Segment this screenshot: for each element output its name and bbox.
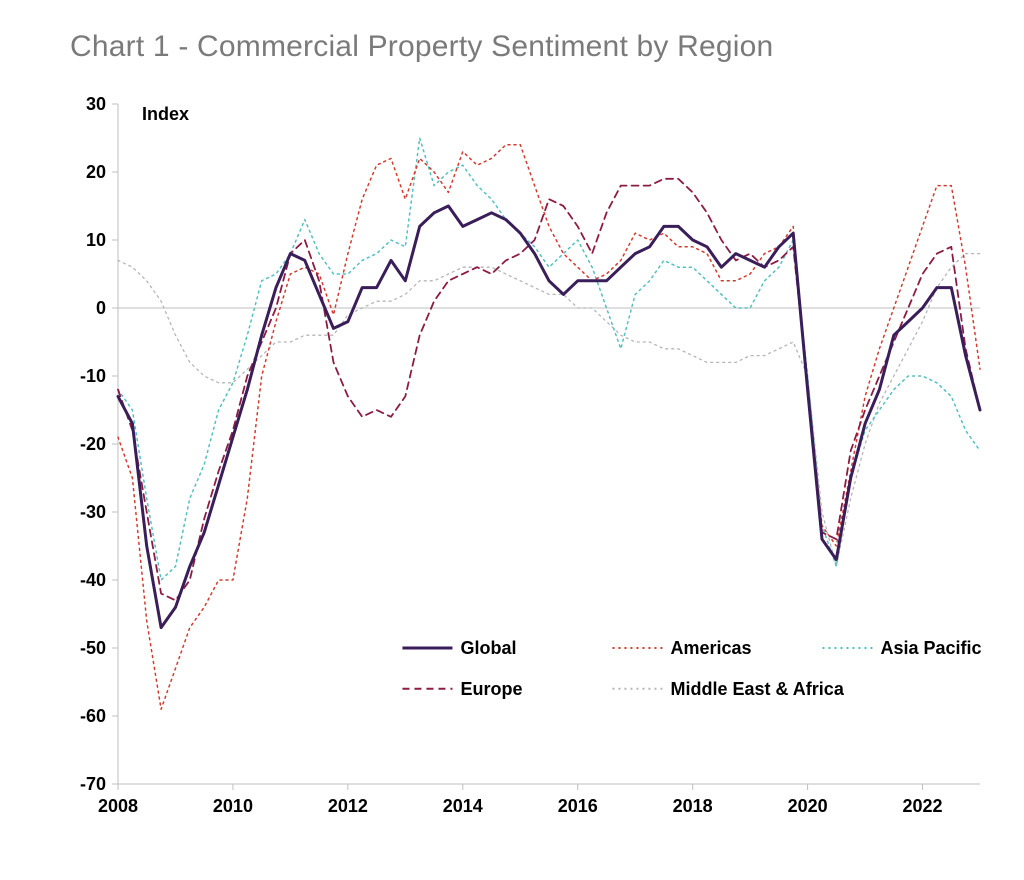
x-tick-label: 2010 xyxy=(213,796,253,816)
index-label: Index xyxy=(142,104,189,124)
chart-title: Chart 1 - Commercial Property Sentiment … xyxy=(70,30,994,64)
y-tick-label: -50 xyxy=(80,638,106,658)
series-mea xyxy=(118,254,980,567)
series-global xyxy=(118,206,980,628)
x-tick-label: 2016 xyxy=(558,796,598,816)
y-tick-label: 0 xyxy=(96,298,106,318)
y-tick-label: -40 xyxy=(80,570,106,590)
chart-svg: -70 -60 -50 -40 -30 -20 -10 0 10 20 30 2008 2010 2012… xyxy=(40,84,1000,844)
legend-label-americas: Americas xyxy=(670,638,751,658)
legend-label-europe: Europe xyxy=(460,679,522,699)
y-tick-label: -20 xyxy=(80,434,106,454)
legend-label-mea: Middle East & Africa xyxy=(670,679,844,699)
x-tick-label: 2008 xyxy=(98,796,138,816)
y-tick-label: 10 xyxy=(86,230,106,250)
y-tick-label: -10 xyxy=(80,366,106,386)
x-tick-label: 2020 xyxy=(788,796,828,816)
y-tick-label: 30 xyxy=(86,94,106,114)
y-tick-label: -30 xyxy=(80,502,106,522)
y-tick-label: 20 xyxy=(86,162,106,182)
chart-container: Chart 1 - Commercial Property Sentiment … xyxy=(0,0,1024,880)
y-tick-label: -60 xyxy=(80,706,106,726)
x-tick-label: 2018 xyxy=(673,796,713,816)
series-asia_pacific xyxy=(118,138,980,580)
y-tick-label: -70 xyxy=(80,774,106,794)
legend-label-asia_pacific: Asia Pacific xyxy=(880,638,981,658)
series-americas xyxy=(118,145,980,709)
x-tick-label: 2022 xyxy=(903,796,943,816)
x-tick-label: 2014 xyxy=(443,796,483,816)
chart-plot: -70 -60 -50 -40 -30 -20 -10 0 10 20 30 2008 2010 2012… xyxy=(40,84,1000,844)
legend-label-global: Global xyxy=(460,638,516,658)
x-tick-label: 2012 xyxy=(328,796,368,816)
